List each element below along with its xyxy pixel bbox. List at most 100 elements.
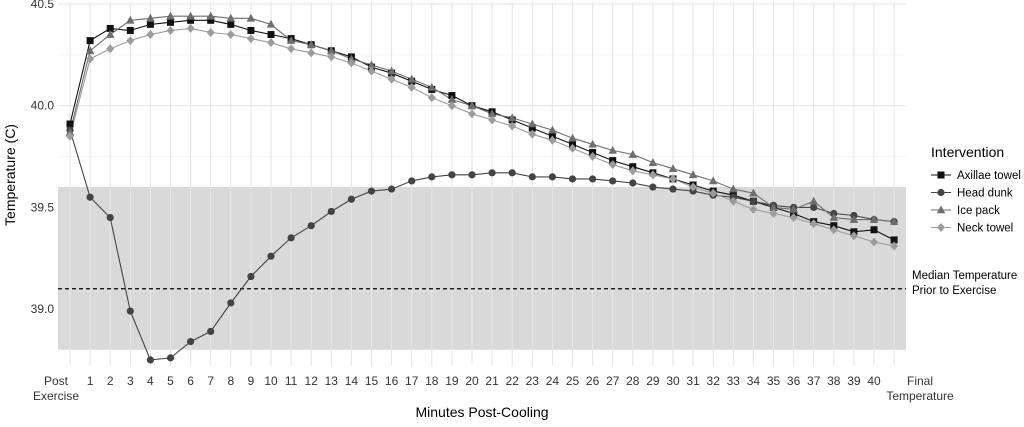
- y-tick-label: 40.0: [31, 99, 55, 113]
- point-ice-pack: [849, 215, 859, 223]
- point-head-dunk: [227, 299, 235, 307]
- point-head-dunk: [428, 173, 436, 181]
- point-neck-towel: [146, 30, 155, 40]
- point-neck-towel: [468, 109, 476, 119]
- point-head-dunk: [568, 175, 577, 183]
- x-tick-label: 39: [847, 374, 861, 388]
- point-neck-towel: [648, 170, 657, 180]
- point-ice-pack: [869, 215, 879, 223]
- point-neck-towel: [809, 219, 818, 229]
- x-tick-label: 40: [867, 374, 881, 388]
- point-neck-towel: [66, 131, 74, 141]
- point-ice-pack: [126, 15, 135, 24]
- point-axillae-towel: [528, 124, 536, 132]
- legend-marker-neck-towel: [937, 223, 945, 232]
- point-head-dunk: [408, 177, 416, 185]
- point-neck-towel: [669, 174, 677, 184]
- x-tick-label: 17: [405, 374, 419, 388]
- x-tick-label: 13: [325, 374, 339, 388]
- point-ice-pack: [809, 196, 818, 205]
- point-ice-pack: [708, 176, 718, 185]
- point-neck-towel: [849, 231, 858, 241]
- point-head-dunk: [166, 354, 175, 362]
- point-neck-towel: [829, 225, 838, 235]
- legend-label-head-dunk: Head dunk: [957, 188, 1013, 200]
- x-tick-label: 30: [666, 374, 680, 388]
- point-axillae-towel: [106, 24, 114, 32]
- y-tick-label: 40.5: [31, 0, 55, 11]
- point-neck-towel: [106, 44, 115, 54]
- point-ice-pack: [648, 158, 658, 166]
- point-neck-towel: [327, 52, 336, 62]
- point-head-dunk: [810, 203, 818, 211]
- point-ice-pack: [749, 188, 758, 197]
- point-ice-pack: [186, 11, 195, 20]
- x-tick-label: 35: [767, 374, 781, 388]
- x-tick-label: 26: [586, 374, 600, 388]
- x-tick-label: 29: [646, 374, 660, 388]
- x-tick-label: 16: [385, 374, 399, 388]
- point-head-dunk: [629, 179, 637, 187]
- point-axillae-towel: [247, 26, 255, 34]
- x-tick-label: 27: [606, 374, 620, 388]
- normal-range-band: [58, 187, 906, 350]
- point-neck-towel: [126, 36, 135, 46]
- legend-marker-head-dunk: [937, 188, 945, 197]
- x-tick-label: 31: [686, 374, 700, 388]
- point-ice-pack: [688, 170, 698, 179]
- point-neck-towel: [206, 28, 215, 38]
- legend-label-axillae-towel: Axillae towel: [957, 170, 1021, 182]
- point-head-dunk: [347, 195, 355, 203]
- y-tick-label: 39.5: [31, 200, 55, 214]
- x-tick-label: 24: [546, 374, 560, 388]
- point-head-dunk: [367, 187, 376, 195]
- x-tick-label: 36: [787, 374, 801, 388]
- x-axis-title: Minutes Post-Cooling: [415, 404, 548, 420]
- point-head-dunk: [589, 175, 597, 183]
- point-ice-pack: [327, 46, 336, 55]
- point-ice-pack: [166, 11, 175, 20]
- point-head-dunk: [307, 222, 315, 230]
- point-head-dunk: [749, 197, 758, 205]
- point-neck-towel: [608, 160, 617, 170]
- reference-line-label-text: Median Temperature: [912, 270, 1017, 282]
- point-head-dunk: [609, 177, 617, 185]
- point-ice-pack: [427, 82, 437, 91]
- legend-marker-ice-pack: [936, 205, 946, 214]
- x-tick-label: 7: [207, 374, 214, 388]
- x-tick-label: 12: [305, 374, 319, 388]
- series-points: [65, 11, 899, 364]
- point-axillae-towel: [146, 20, 154, 28]
- x-tick-label: 15: [365, 374, 379, 388]
- point-head-dunk: [267, 252, 275, 260]
- normal-range-rect: [58, 187, 906, 350]
- point-axillae-towel: [126, 26, 134, 34]
- point-head-dunk: [448, 171, 456, 179]
- legend-label-ice-pack: Ice pack: [957, 205, 1000, 217]
- x-tick-label: 18: [425, 374, 439, 388]
- point-ice-pack: [407, 74, 416, 83]
- point-head-dunk: [106, 213, 114, 222]
- point-head-dunk: [126, 307, 134, 315]
- point-neck-towel: [568, 143, 577, 153]
- point-ice-pack: [668, 164, 678, 173]
- point-axillae-towel: [227, 20, 235, 28]
- reference-line-label-text: Prior to Exercise: [912, 285, 996, 297]
- point-head-dunk: [86, 193, 94, 201]
- x-tick-label: 8: [227, 374, 234, 388]
- point-neck-towel: [347, 58, 356, 68]
- legend-label-neck-towel: Neck towel: [957, 223, 1013, 235]
- y-tick-labels: 39.0 39.5 40.0 40.5: [31, 0, 55, 316]
- x-tick-label: 1: [87, 374, 94, 388]
- point-neck-towel: [749, 204, 758, 214]
- point-neck-towel: [427, 93, 436, 103]
- point-axillae-towel: [66, 120, 74, 128]
- point-ice-pack: [467, 101, 477, 110]
- x-tick-label: 19: [445, 374, 459, 388]
- point-ice-pack: [568, 133, 577, 142]
- point-neck-towel: [548, 135, 557, 145]
- point-ice-pack: [146, 13, 155, 22]
- legend-marker-axillae-towel: [937, 171, 945, 179]
